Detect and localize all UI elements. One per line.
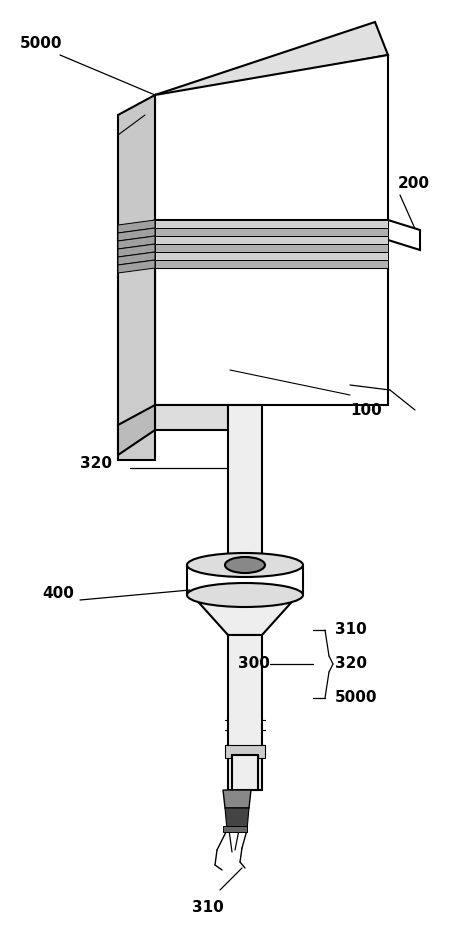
Polygon shape — [155, 22, 387, 95]
Text: 300: 300 — [238, 657, 269, 672]
Polygon shape — [118, 244, 155, 257]
Polygon shape — [155, 244, 387, 252]
Polygon shape — [225, 745, 265, 758]
Polygon shape — [118, 252, 155, 265]
Text: 5000: 5000 — [334, 691, 377, 706]
Polygon shape — [118, 228, 155, 241]
Polygon shape — [155, 252, 387, 260]
Polygon shape — [155, 260, 387, 268]
Text: 200: 200 — [397, 176, 429, 191]
Polygon shape — [118, 405, 155, 455]
Polygon shape — [118, 95, 155, 240]
Text: 310: 310 — [192, 900, 223, 915]
Polygon shape — [118, 260, 155, 273]
Polygon shape — [155, 228, 387, 236]
Ellipse shape — [187, 583, 302, 607]
Polygon shape — [118, 240, 155, 460]
Polygon shape — [231, 755, 258, 790]
Polygon shape — [225, 808, 248, 830]
Polygon shape — [223, 790, 250, 808]
Polygon shape — [192, 595, 298, 635]
Polygon shape — [118, 236, 155, 249]
Polygon shape — [118, 268, 155, 425]
Polygon shape — [228, 635, 261, 790]
Ellipse shape — [187, 553, 302, 577]
Ellipse shape — [225, 557, 265, 573]
Text: 320: 320 — [80, 456, 112, 471]
Text: 400: 400 — [42, 586, 74, 601]
Polygon shape — [155, 268, 387, 405]
Polygon shape — [118, 220, 155, 233]
Polygon shape — [155, 55, 387, 220]
Polygon shape — [155, 405, 228, 430]
Text: 310: 310 — [334, 623, 366, 637]
Polygon shape — [155, 220, 387, 228]
Text: 320: 320 — [334, 657, 366, 672]
Polygon shape — [228, 405, 261, 565]
Text: 100: 100 — [349, 403, 381, 418]
Text: 5000: 5000 — [20, 36, 62, 51]
Polygon shape — [223, 826, 247, 832]
Polygon shape — [387, 220, 419, 250]
Polygon shape — [155, 236, 387, 244]
